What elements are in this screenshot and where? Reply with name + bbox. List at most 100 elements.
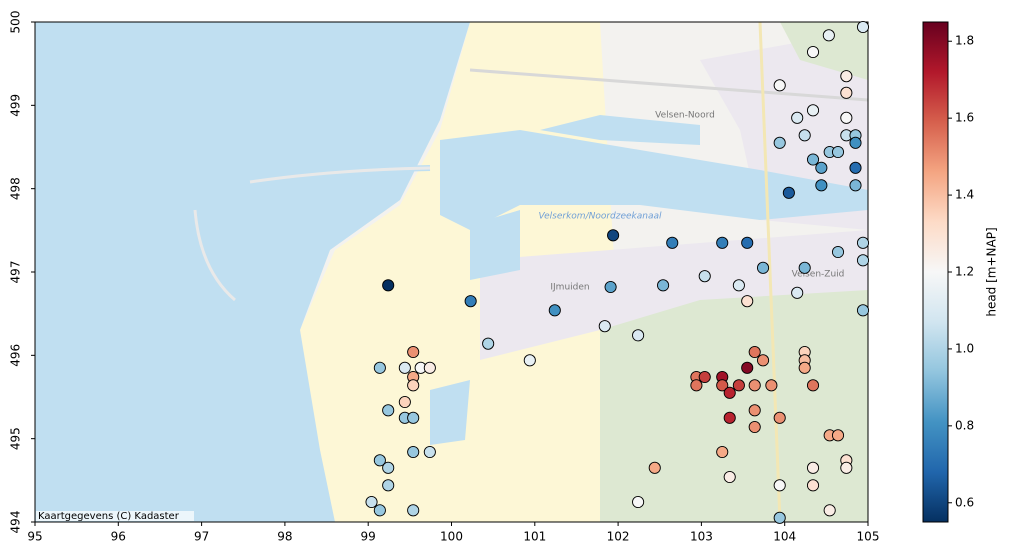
point — [365, 495, 378, 509]
colorbar-tick-label: 1.6 — [955, 111, 974, 125]
point — [815, 179, 828, 192]
point — [373, 504, 386, 517]
y-tick-label: 497 — [9, 261, 23, 284]
attribution-bg — [36, 511, 194, 521]
point — [741, 295, 754, 308]
point — [732, 279, 745, 292]
y-tick-label: 498 — [9, 177, 23, 200]
point — [716, 379, 729, 392]
point — [723, 386, 736, 399]
point — [716, 445, 729, 459]
point — [798, 261, 811, 274]
point — [849, 161, 862, 174]
x-tick-label: 101 — [523, 530, 546, 544]
y-tick-label: 499 — [9, 94, 23, 117]
point — [632, 329, 645, 342]
point — [773, 479, 786, 492]
point — [831, 145, 845, 159]
point — [723, 411, 736, 424]
point — [690, 379, 703, 392]
colorbar-tick-label: 1.2 — [955, 265, 974, 279]
point — [756, 354, 770, 367]
map-label: IJmuiden — [550, 283, 589, 293]
point — [666, 236, 679, 249]
point — [748, 420, 761, 434]
x-tick-label: 105 — [857, 530, 880, 544]
point — [423, 445, 436, 459]
x-tick-label: 96 — [111, 530, 126, 544]
colorbar-tick-label: 0.8 — [955, 418, 974, 432]
point — [798, 361, 811, 374]
colorbar-tick-label: 1.8 — [955, 34, 974, 48]
point — [398, 361, 411, 374]
x-tick-label: 98 — [277, 530, 292, 544]
x-tick-label: 104 — [773, 530, 796, 544]
point — [856, 236, 870, 249]
point — [373, 454, 386, 467]
point — [840, 461, 853, 474]
point — [407, 411, 420, 424]
x-tick-label: 103 — [690, 530, 713, 544]
point — [716, 236, 729, 249]
point — [806, 45, 820, 59]
x-tick-label: 100 — [440, 530, 463, 544]
point — [782, 186, 795, 199]
point — [823, 504, 836, 517]
point — [840, 70, 853, 83]
point — [482, 337, 495, 350]
point — [806, 461, 820, 474]
point — [398, 395, 411, 409]
point — [632, 495, 645, 509]
point — [773, 79, 786, 92]
map-background — [35, 22, 868, 522]
point — [464, 295, 477, 308]
point — [748, 345, 761, 359]
y-tick-label: 500 — [9, 11, 23, 34]
colorbar-tick-label: 1.0 — [955, 341, 974, 355]
map-label: Velserkom/Noordzeekanaal — [538, 212, 662, 222]
colorbar — [922, 21, 949, 523]
point — [407, 379, 420, 392]
point — [748, 379, 761, 392]
point — [831, 429, 845, 442]
point — [598, 320, 611, 333]
point — [840, 86, 853, 99]
point — [806, 479, 820, 492]
point — [798, 129, 811, 142]
point — [791, 111, 804, 124]
map-label: Velsen-Noord — [655, 111, 715, 121]
point — [732, 379, 745, 392]
point — [773, 511, 786, 524]
x-tick-label: 97 — [194, 530, 209, 544]
point — [831, 245, 845, 259]
point — [765, 379, 778, 392]
point — [773, 411, 786, 424]
attribution: Kaartgegevens (C) Kadaster — [38, 511, 180, 522]
point — [382, 404, 395, 417]
map-label: Velsen-Zuid — [792, 270, 845, 280]
y-tick-label: 494 — [9, 511, 23, 534]
point — [607, 229, 620, 242]
x-tick-label: 99 — [361, 530, 376, 544]
point — [423, 361, 436, 374]
point — [407, 345, 420, 359]
point — [698, 270, 711, 283]
point — [407, 445, 420, 459]
point — [548, 304, 561, 317]
y-tick-label: 495 — [9, 427, 23, 450]
point — [698, 370, 711, 384]
colorbar-label: head [m+NAP] — [985, 227, 999, 316]
point — [806, 379, 820, 392]
x-tick-label: 102 — [607, 530, 630, 544]
point — [604, 280, 617, 294]
point — [723, 470, 736, 484]
x-tick-label: 95 — [27, 530, 42, 544]
point — [382, 479, 395, 492]
point — [648, 461, 661, 474]
point — [856, 304, 870, 317]
point — [773, 136, 786, 149]
point — [741, 361, 754, 374]
point — [748, 404, 761, 417]
colorbar-tick-label: 1.4 — [955, 188, 974, 202]
point — [657, 279, 670, 292]
